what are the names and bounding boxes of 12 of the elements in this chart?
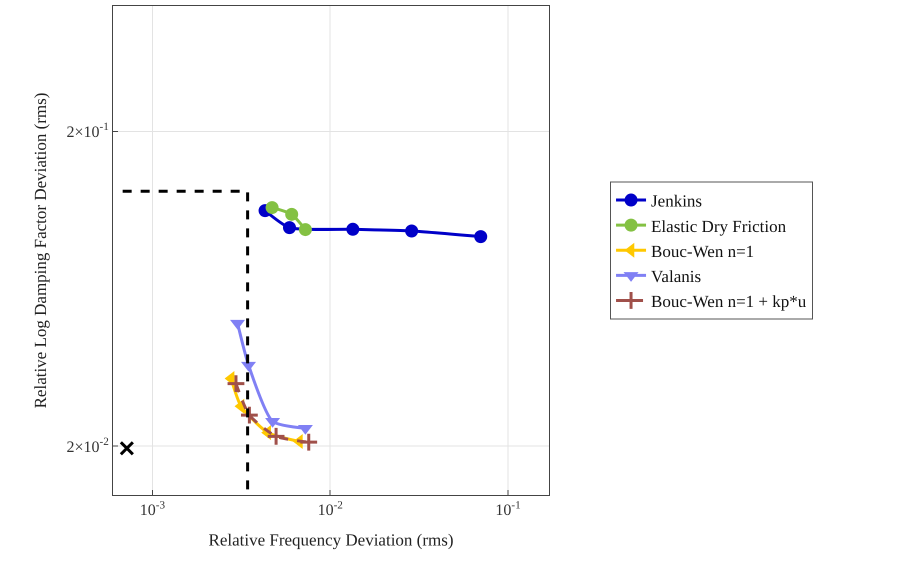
legend-label: Jenkins: [651, 192, 702, 211]
y-axis-title: Relative Log Damping Factor Deviation (rms): [30, 92, 50, 408]
x-tick-label: 10$^{-1}$: [495, 499, 521, 520]
legend-label: Bouc-Wen n=1 + kp*u: [651, 292, 807, 312]
legend-label: Bouc-Wen n=1: [651, 242, 754, 261]
x-tick-label: 10$^{-2}$: [318, 499, 343, 520]
y-tick-label: 2×10$^{-1}$: [66, 121, 109, 141]
legend-label: Elastic Dry Friction: [651, 216, 787, 236]
x-axis-title: Relative Frequency Deviation (rms): [208, 530, 454, 550]
legend-label: Valanis: [651, 266, 702, 286]
x-tick-label: 10$^{-3}$: [140, 499, 166, 520]
y-tick-label: 2×10$^{-2}$: [66, 436, 109, 456]
